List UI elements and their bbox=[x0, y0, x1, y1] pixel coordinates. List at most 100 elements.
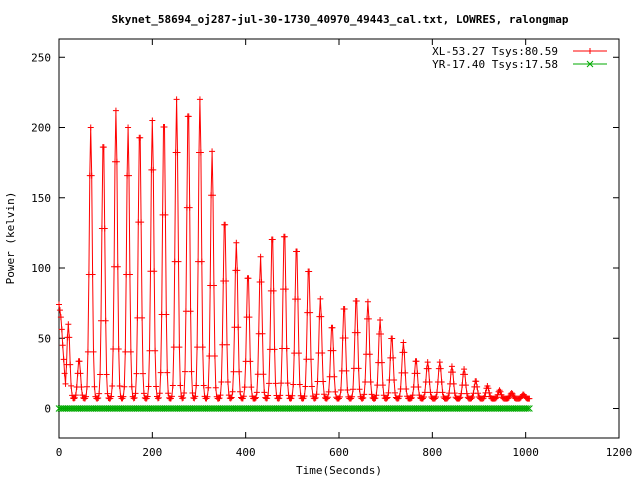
series-xl-point bbox=[110, 346, 117, 353]
series-xl-point bbox=[163, 311, 170, 318]
series-xl-point bbox=[246, 314, 253, 321]
series-xl-point bbox=[224, 378, 231, 385]
series-xl-point bbox=[168, 393, 175, 400]
series-xl-point bbox=[373, 392, 380, 399]
series-xl-point bbox=[308, 383, 315, 390]
series-xl-point bbox=[314, 378, 321, 385]
series-xl-point bbox=[296, 381, 303, 388]
series-xl-point bbox=[366, 351, 373, 358]
series-xl-point bbox=[149, 117, 156, 124]
series-xl-point bbox=[138, 219, 145, 226]
series-xl-point bbox=[385, 389, 392, 396]
series-xl-point bbox=[400, 339, 407, 346]
series-xl-point bbox=[390, 354, 397, 361]
series-xl-point bbox=[174, 149, 181, 156]
series-xl-point bbox=[294, 248, 300, 255]
series-xl-point bbox=[182, 368, 188, 375]
series-xl-point bbox=[176, 344, 183, 351]
series-xl-point bbox=[115, 346, 122, 353]
series-xl-point bbox=[469, 393, 476, 400]
series-xl-point bbox=[396, 393, 403, 400]
legend-marker-yr bbox=[586, 60, 594, 68]
series-xl-point bbox=[84, 348, 91, 355]
series-xl-point bbox=[193, 382, 200, 389]
series-xl-point bbox=[436, 359, 443, 366]
x-tick-label: 0 bbox=[56, 446, 63, 459]
series-xl-point bbox=[278, 380, 285, 387]
series-xl-point bbox=[126, 172, 132, 179]
series-xl-point bbox=[236, 368, 243, 375]
x-tick-label: 400 bbox=[236, 446, 256, 459]
series-xl-point bbox=[71, 394, 78, 401]
series-xl-point bbox=[415, 384, 422, 391]
series-xl-point bbox=[189, 389, 196, 396]
series-xl-point bbox=[66, 334, 73, 341]
series-xl-point bbox=[104, 390, 111, 397]
series-xl-point bbox=[248, 384, 255, 391]
series-xl-point bbox=[360, 394, 367, 401]
series-xl-point bbox=[266, 380, 272, 387]
series-xl-point bbox=[486, 389, 493, 396]
series-xl-point bbox=[424, 359, 431, 366]
series-xl-point bbox=[473, 378, 480, 385]
series-xl-point bbox=[218, 378, 225, 385]
series-xl-point bbox=[380, 392, 387, 399]
series-xl-point bbox=[164, 369, 171, 376]
series-xl-point bbox=[88, 172, 95, 179]
series-xl-point bbox=[308, 356, 314, 363]
series-xl-point bbox=[301, 393, 308, 400]
series-xl-point bbox=[212, 384, 219, 391]
series-xl-point bbox=[199, 344, 206, 351]
y-axis: 0 50 100 150 200 250 bbox=[31, 51, 619, 415]
series-xl-point bbox=[140, 370, 146, 377]
series-xl-point bbox=[180, 394, 187, 401]
series-xl-point bbox=[102, 317, 109, 324]
legend-label-yr: YR-17.40 Tsys:17.58 bbox=[432, 58, 558, 71]
series-xl-point bbox=[289, 392, 296, 399]
series-xl-point bbox=[349, 393, 356, 400]
series-xl-point bbox=[140, 390, 147, 397]
series-xl-point bbox=[108, 393, 115, 400]
series-xl-point bbox=[133, 370, 140, 377]
series-xl-point bbox=[56, 307, 63, 314]
series-xl-point bbox=[407, 395, 414, 402]
series-xl-point bbox=[223, 277, 230, 284]
series-xl-point bbox=[101, 225, 108, 232]
series-xl-point bbox=[204, 393, 211, 400]
series-xl-point bbox=[353, 297, 360, 304]
series-xl-point bbox=[78, 384, 85, 391]
series-layer bbox=[55, 96, 533, 412]
series-xl-point bbox=[324, 394, 331, 401]
series-xl-point bbox=[508, 390, 515, 397]
series-xl-point bbox=[311, 395, 318, 402]
series-xl-point bbox=[329, 324, 336, 331]
series-xl-point bbox=[367, 378, 374, 385]
series-xl-point bbox=[323, 395, 330, 402]
series-xl-point bbox=[259, 330, 266, 337]
series-xl-point bbox=[313, 391, 320, 398]
series-xl-point bbox=[330, 347, 337, 354]
series-yr-point bbox=[524, 405, 531, 412]
series-xl-point bbox=[408, 394, 415, 401]
series-xl-point bbox=[356, 386, 363, 393]
series-xl-point bbox=[91, 383, 98, 390]
series-xl-point bbox=[444, 395, 451, 402]
series-xl-point bbox=[197, 149, 204, 156]
series-xl-point bbox=[448, 363, 455, 370]
series-xl-point bbox=[230, 368, 237, 375]
series-xl-point bbox=[457, 394, 464, 401]
series-xl-point bbox=[290, 381, 297, 388]
series-xl-point bbox=[253, 389, 260, 396]
series-xl-point bbox=[222, 221, 229, 228]
series-xl-point bbox=[120, 393, 127, 400]
series-xl-point bbox=[95, 394, 102, 401]
series-xl-point bbox=[257, 253, 264, 260]
series-xl-point bbox=[169, 382, 176, 389]
series-xl-point bbox=[154, 395, 161, 402]
series-xl-point bbox=[526, 395, 533, 402]
series-xl-point bbox=[365, 315, 372, 322]
series-xl-point bbox=[331, 373, 338, 380]
series-xl-point bbox=[409, 392, 416, 399]
series-xl-point bbox=[276, 395, 283, 402]
